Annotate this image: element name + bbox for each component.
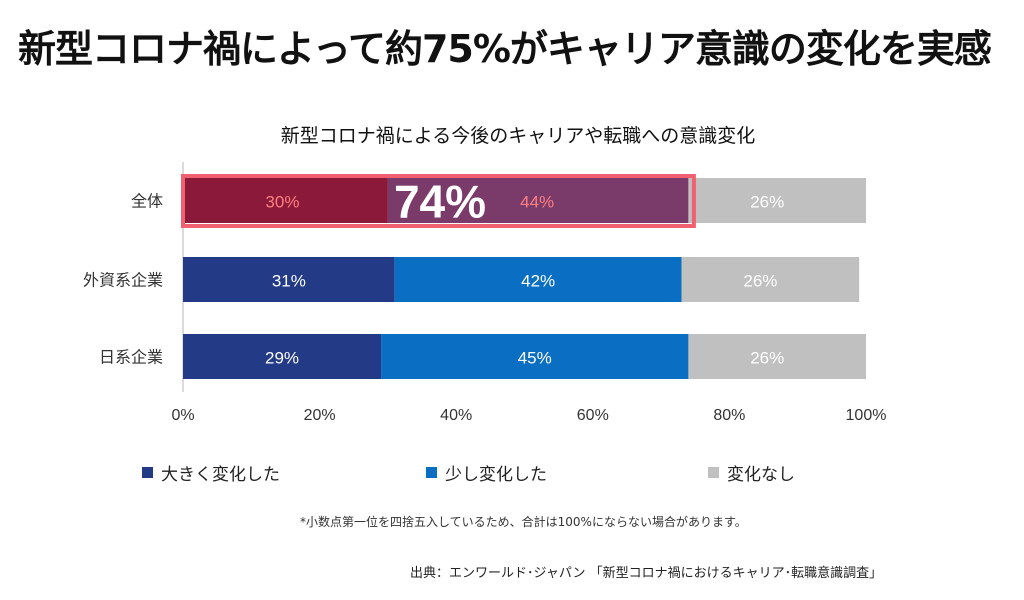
data-label-2-2: 26% — [750, 349, 784, 368]
x-tick-2: 40% — [440, 407, 472, 424]
x-tick-1: 20% — [304, 407, 336, 424]
bar-0-0 — [183, 178, 388, 223]
data-label-2-0: 29% — [265, 349, 299, 368]
data-label-1-2: 26% — [743, 272, 777, 291]
bar-2-2 — [688, 334, 866, 379]
x-tick-0: 0% — [171, 407, 194, 424]
chart-title: 新型コロナ禍による今後のキャリアや転職への意識変化 — [281, 125, 755, 147]
x-tick-4: 80% — [713, 407, 745, 424]
bar-2-1 — [381, 334, 689, 379]
legend-item-small-change: 少し変化した — [426, 460, 547, 485]
category-label-2: 日系企業 — [99, 348, 163, 367]
bar-1-2 — [681, 257, 860, 302]
source-citation: 出典：エンワールド･ジャパン 「新型コロナ禍におけるキャリア･転職意識調査」 — [410, 566, 883, 581]
data-label-2-1: 45% — [518, 349, 552, 368]
category-label-0: 全体 — [131, 192, 163, 211]
legend-swatch-small-change — [426, 467, 437, 478]
highlight-outline — [181, 174, 696, 228]
data-label-0-0: 30% — [265, 193, 299, 212]
legend-label-no-change: 変化なし — [727, 465, 795, 485]
legend-swatch-no-change — [708, 467, 719, 478]
data-label-0-2: 26% — [750, 193, 784, 212]
headline: 新型コロナ禍によって約75%がキャリア意識の変化を実感 — [18, 27, 992, 71]
legend-item-large-change: 大きく変化した — [142, 460, 280, 485]
data-label-1-0: 31% — [272, 272, 306, 291]
bar-1-0 — [183, 257, 395, 302]
legend-label-small-change: 少し変化した — [445, 465, 547, 485]
legend-swatch-large-change — [142, 467, 153, 478]
highlight-total-label: 74% — [394, 176, 486, 228]
data-label-1-1: 42% — [521, 272, 555, 291]
legend-label-large-change: 大きく変化した — [161, 465, 280, 485]
legend-item-no-change: 変化なし — [708, 460, 795, 485]
bar-1-1 — [394, 257, 682, 302]
x-tick-5: 100% — [846, 407, 887, 424]
bar-0-2 — [688, 178, 866, 223]
data-label-0-1: 44% — [520, 193, 554, 212]
bar-2-0 — [183, 334, 382, 379]
bar-0-1 — [387, 178, 689, 223]
x-tick-3: 60% — [577, 407, 609, 424]
category-label-1: 外資系企業 — [83, 271, 163, 290]
footnote: *小数点第一位を四捨五入しているため、合計は100%にならない場合があります。 — [300, 515, 747, 529]
